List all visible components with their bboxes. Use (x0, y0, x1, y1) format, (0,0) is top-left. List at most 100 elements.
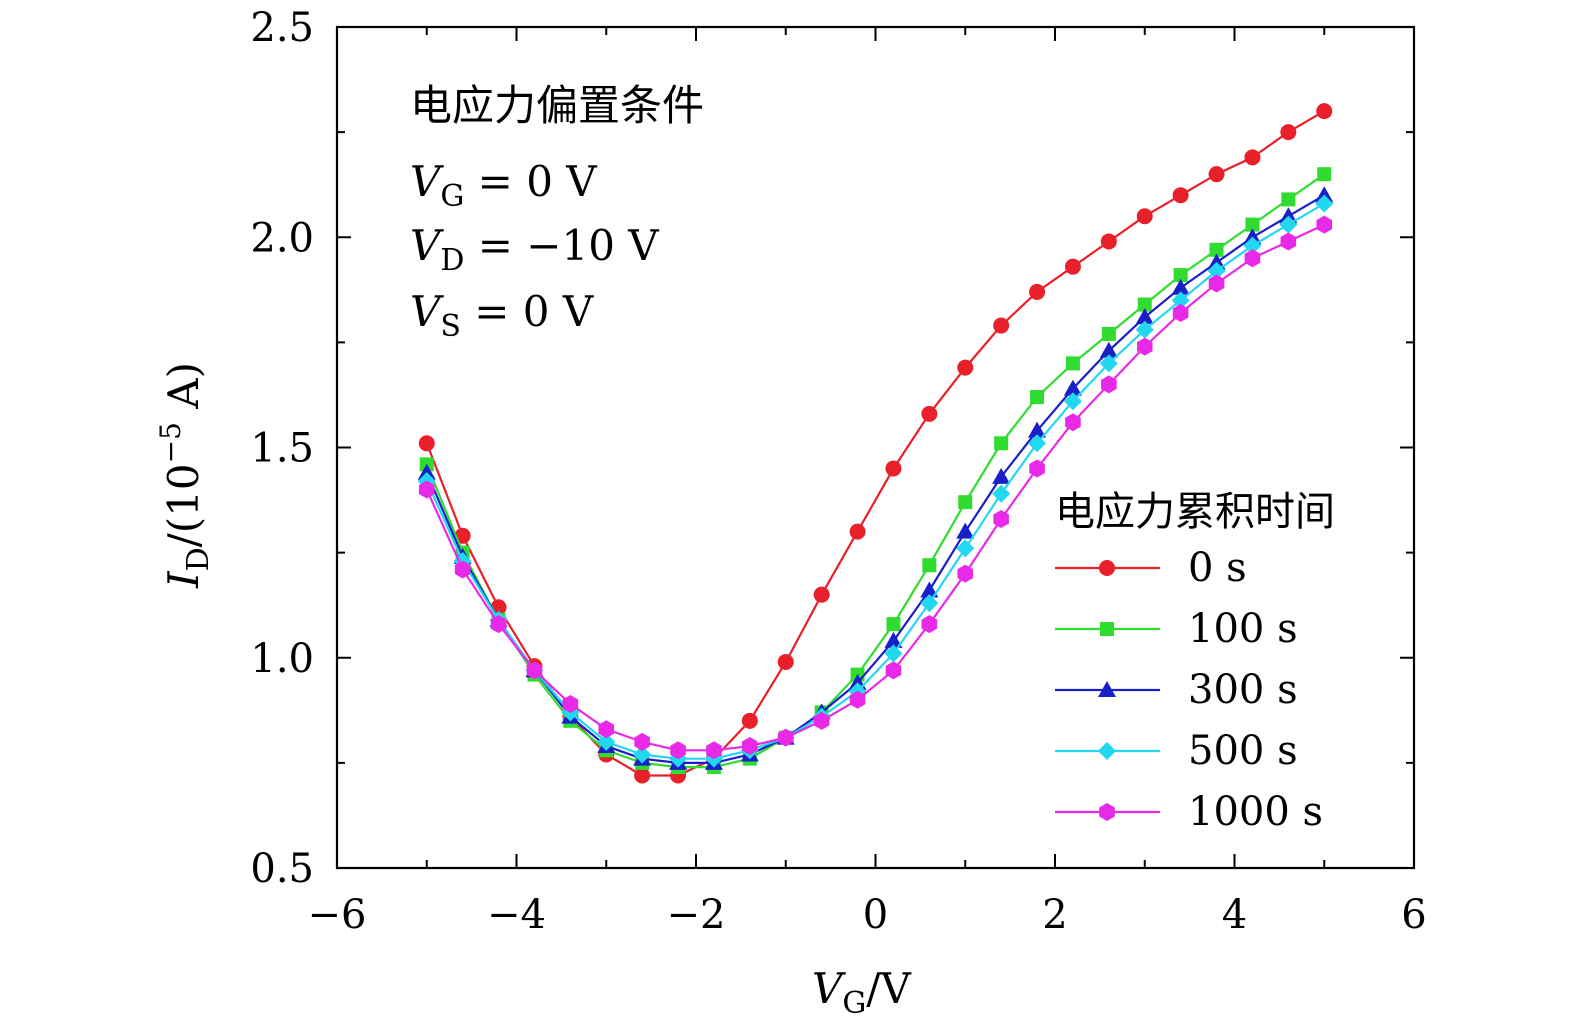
data-point (1208, 166, 1225, 183)
legend-label: 300 s (1188, 667, 1298, 713)
data-point (884, 644, 903, 663)
data-point (1136, 208, 1153, 225)
legend-marker (1100, 622, 1114, 636)
data-point (777, 653, 794, 670)
data-point (1208, 274, 1225, 293)
data-point (1063, 392, 1082, 411)
legend-label: 100 s (1188, 606, 1298, 652)
x-tick-label: 4 (1222, 892, 1247, 938)
legend-label: 0 s (1188, 545, 1247, 591)
x-tick-label: 2 (1042, 892, 1067, 938)
data-point (454, 560, 471, 579)
data-point (1243, 228, 1262, 245)
data-point (1101, 326, 1116, 341)
series-layer (417, 103, 1334, 784)
data-point (849, 523, 866, 540)
annotation-line-vd: VD = −10 V (410, 221, 659, 278)
data-point (1171, 291, 1190, 310)
data-point (920, 581, 939, 598)
data-point (634, 732, 650, 751)
data-point (813, 586, 830, 603)
data-point (1028, 434, 1047, 453)
annotation-line-vs: VS = 0 V (410, 287, 594, 344)
legend-entry: 300 s (1055, 667, 1298, 713)
y-tick-label: 2.5 (250, 5, 314, 51)
data-point (922, 558, 937, 573)
data-point (1135, 308, 1154, 325)
data-point (1280, 232, 1297, 251)
data-point (1171, 278, 1190, 295)
legend-entries: 0 s 100 s 300 s 500 s 1000 s (1055, 545, 1323, 835)
data-point (1172, 303, 1189, 322)
data-point (1280, 124, 1297, 141)
series-line (425, 202, 1325, 760)
legend-marker (1099, 803, 1115, 821)
legend-marker (1099, 560, 1115, 576)
data-point (956, 522, 975, 539)
data-point (562, 695, 579, 714)
axis-ticks: −6 −4 −2 0 2 4 6 0.5 1.0 1.5 2.0 2.5 (250, 5, 1426, 938)
legend-title: 电应力累积时间 (1055, 489, 1335, 535)
data-point (1029, 283, 1046, 300)
data-point (1281, 192, 1296, 207)
data-point (418, 480, 435, 499)
data-point (1100, 233, 1117, 250)
y-tick-label: 2.0 (250, 215, 314, 261)
data-point (884, 631, 903, 648)
data-point (670, 741, 686, 760)
legend-marker (1098, 742, 1116, 760)
data-point (598, 720, 615, 739)
data-point (526, 661, 543, 680)
data-point (994, 436, 1009, 451)
data-point (1316, 103, 1333, 120)
x-axis-label: VG/V (812, 964, 911, 1021)
data-point (1315, 186, 1334, 203)
legend-entry: 0 s (1055, 545, 1247, 591)
data-point (1209, 242, 1224, 257)
legend-entry: 500 s (1055, 728, 1298, 774)
series-1000-s (418, 215, 1333, 760)
y-tick-label: 1.5 (250, 426, 314, 472)
data-point (1101, 375, 1117, 394)
annotation-title: 电应力偏置条件 (410, 81, 704, 130)
data-point (920, 594, 939, 613)
data-point (921, 405, 938, 422)
data-point (958, 495, 973, 510)
data-point (1135, 320, 1154, 339)
y-tick-label: 1.0 (250, 636, 314, 682)
data-point (634, 767, 651, 784)
data-point (1317, 167, 1332, 182)
data-point (1028, 421, 1047, 438)
data-point (1316, 215, 1333, 234)
data-point (597, 732, 616, 751)
annotation-line-vg: VG = 0 V (410, 157, 597, 214)
data-point (417, 463, 436, 480)
data-point (849, 690, 866, 709)
data-point (1173, 268, 1188, 283)
x-tick-label: −4 (487, 892, 546, 938)
data-point (992, 484, 1011, 503)
data-point (1065, 356, 1080, 371)
x-tick-label: 0 (863, 892, 888, 938)
data-point (957, 564, 974, 583)
data-point (957, 359, 974, 376)
data-point (418, 435, 435, 452)
legend-label: 1000 s (1188, 789, 1323, 835)
data-point (1244, 149, 1261, 166)
x-tick-label: −6 (308, 892, 367, 938)
data-point (1245, 217, 1260, 232)
data-point (1099, 341, 1118, 358)
data-point (885, 460, 902, 477)
legend-label: 500 s (1188, 728, 1298, 774)
legend-entry: 100 s (1055, 606, 1298, 652)
data-point (1243, 236, 1262, 255)
data-point (1207, 253, 1226, 270)
data-point (1172, 187, 1189, 204)
data-point (742, 737, 758, 756)
data-point (956, 539, 975, 558)
data-point (1030, 390, 1045, 405)
data-point (633, 745, 652, 764)
data-point (993, 509, 1009, 528)
x-tick-label: 6 (1401, 892, 1426, 938)
data-point (885, 661, 902, 680)
